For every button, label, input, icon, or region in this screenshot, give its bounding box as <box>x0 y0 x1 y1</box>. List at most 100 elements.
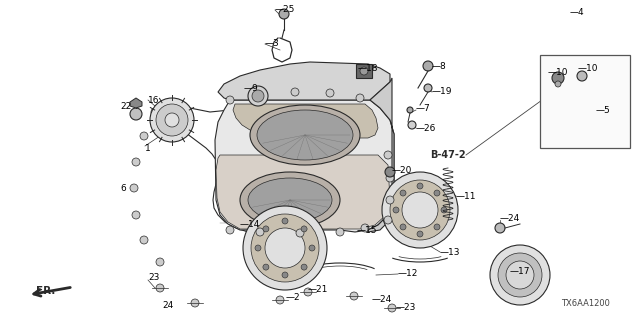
Text: —10: —10 <box>548 68 568 76</box>
Circle shape <box>385 167 395 177</box>
Text: —18: —18 <box>358 63 378 73</box>
Circle shape <box>248 86 268 106</box>
Text: —14: —14 <box>240 220 260 228</box>
Text: —10: —10 <box>578 63 598 73</box>
Text: TX6AA1200: TX6AA1200 <box>561 299 610 308</box>
Circle shape <box>252 90 264 102</box>
Ellipse shape <box>382 172 458 248</box>
Circle shape <box>282 272 288 278</box>
Circle shape <box>417 183 423 189</box>
Text: 16: 16 <box>148 95 159 105</box>
Circle shape <box>441 207 447 213</box>
Text: —3: —3 <box>265 38 280 47</box>
Circle shape <box>495 223 505 233</box>
Circle shape <box>423 61 433 71</box>
Circle shape <box>326 89 334 97</box>
Ellipse shape <box>165 113 179 127</box>
Ellipse shape <box>243 206 327 290</box>
Circle shape <box>552 72 564 84</box>
Circle shape <box>140 132 148 140</box>
Circle shape <box>132 211 140 219</box>
Text: —20: —20 <box>392 165 412 174</box>
Circle shape <box>424 84 432 92</box>
Text: 23: 23 <box>148 274 159 283</box>
Circle shape <box>388 304 396 312</box>
Circle shape <box>226 96 234 104</box>
Text: —19: —19 <box>432 86 452 95</box>
Circle shape <box>336 228 344 236</box>
Text: —13: —13 <box>440 247 461 257</box>
Circle shape <box>434 190 440 196</box>
Ellipse shape <box>490 245 550 305</box>
Text: B-47-2: B-47-2 <box>430 150 466 160</box>
Circle shape <box>291 88 299 96</box>
Circle shape <box>296 229 304 237</box>
Ellipse shape <box>265 228 305 268</box>
Circle shape <box>156 258 164 266</box>
Ellipse shape <box>257 110 353 160</box>
Circle shape <box>191 299 199 307</box>
Circle shape <box>434 224 440 230</box>
Circle shape <box>301 264 307 270</box>
Text: —11: —11 <box>456 191 477 201</box>
Circle shape <box>255 245 261 251</box>
Text: —9: —9 <box>244 84 259 92</box>
Circle shape <box>386 196 394 204</box>
Circle shape <box>282 218 288 224</box>
Ellipse shape <box>402 192 438 228</box>
Text: —4: —4 <box>570 7 584 17</box>
Circle shape <box>393 207 399 213</box>
Circle shape <box>360 67 368 75</box>
Circle shape <box>140 236 148 244</box>
Ellipse shape <box>251 214 319 282</box>
Text: —15: —15 <box>357 226 378 235</box>
Text: —24: —24 <box>372 295 392 305</box>
Polygon shape <box>218 62 390 100</box>
Circle shape <box>279 9 289 19</box>
Text: 1: 1 <box>145 143 151 153</box>
Text: FR.: FR. <box>36 286 56 296</box>
Circle shape <box>256 91 264 99</box>
Ellipse shape <box>156 104 188 136</box>
Text: —7: —7 <box>416 103 431 113</box>
Circle shape <box>130 184 138 192</box>
Circle shape <box>130 108 142 120</box>
Polygon shape <box>233 104 378 138</box>
Ellipse shape <box>498 253 542 297</box>
Text: —26: —26 <box>416 124 436 132</box>
Circle shape <box>309 245 315 251</box>
Circle shape <box>400 224 406 230</box>
Circle shape <box>384 216 392 224</box>
Circle shape <box>407 107 413 113</box>
Text: —23: —23 <box>396 303 417 313</box>
Ellipse shape <box>506 261 534 289</box>
Circle shape <box>386 174 394 182</box>
Polygon shape <box>216 155 390 229</box>
Circle shape <box>151 108 159 116</box>
Circle shape <box>361 224 369 232</box>
Ellipse shape <box>150 98 194 142</box>
Ellipse shape <box>240 172 340 228</box>
Ellipse shape <box>248 178 332 222</box>
Ellipse shape <box>390 180 450 240</box>
Text: —24: —24 <box>500 213 520 222</box>
Circle shape <box>276 296 284 304</box>
Circle shape <box>384 151 392 159</box>
Bar <box>356 64 372 78</box>
Circle shape <box>356 94 364 102</box>
Text: —2: —2 <box>286 293 301 302</box>
Circle shape <box>417 231 423 237</box>
Polygon shape <box>368 78 394 232</box>
Text: 24: 24 <box>162 301 173 310</box>
Polygon shape <box>215 100 394 232</box>
Text: —5: —5 <box>596 106 611 115</box>
Circle shape <box>400 190 406 196</box>
Circle shape <box>256 228 264 236</box>
Text: —25: —25 <box>275 4 296 13</box>
Circle shape <box>304 288 312 296</box>
Text: 6: 6 <box>120 183 125 193</box>
Circle shape <box>263 264 269 270</box>
Circle shape <box>350 292 358 300</box>
Ellipse shape <box>250 105 360 165</box>
Circle shape <box>301 226 307 232</box>
